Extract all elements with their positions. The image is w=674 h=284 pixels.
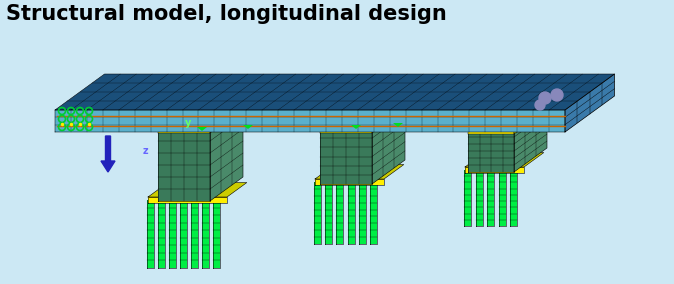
Circle shape <box>551 89 563 101</box>
Polygon shape <box>351 125 361 129</box>
Polygon shape <box>55 110 565 132</box>
Polygon shape <box>320 129 372 133</box>
Polygon shape <box>210 105 243 201</box>
Polygon shape <box>158 105 243 129</box>
FancyArrow shape <box>101 136 115 172</box>
Polygon shape <box>468 130 514 172</box>
Polygon shape <box>468 106 547 130</box>
Polygon shape <box>169 200 176 268</box>
Polygon shape <box>197 127 207 131</box>
Polygon shape <box>148 183 247 197</box>
Polygon shape <box>465 167 524 173</box>
Polygon shape <box>315 179 384 185</box>
Polygon shape <box>320 105 405 129</box>
Polygon shape <box>336 182 343 244</box>
Polygon shape <box>243 125 253 129</box>
Polygon shape <box>315 165 404 179</box>
Polygon shape <box>468 106 547 130</box>
Text: z: z <box>143 146 149 156</box>
Polygon shape <box>213 200 220 268</box>
Polygon shape <box>325 182 332 244</box>
Circle shape <box>535 100 545 110</box>
Polygon shape <box>393 123 403 127</box>
Polygon shape <box>147 200 154 268</box>
Polygon shape <box>510 170 517 226</box>
Polygon shape <box>320 129 372 184</box>
Polygon shape <box>158 105 243 129</box>
Polygon shape <box>148 197 227 203</box>
Polygon shape <box>465 153 544 167</box>
Text: Structural model, longitudinal design: Structural model, longitudinal design <box>6 4 447 24</box>
Polygon shape <box>314 182 321 244</box>
Polygon shape <box>514 106 547 172</box>
Polygon shape <box>180 200 187 268</box>
Polygon shape <box>348 182 355 244</box>
Polygon shape <box>514 106 547 134</box>
Polygon shape <box>372 105 405 133</box>
Polygon shape <box>158 129 210 133</box>
Circle shape <box>539 92 551 104</box>
Polygon shape <box>487 170 494 226</box>
Polygon shape <box>320 105 405 129</box>
Polygon shape <box>499 170 506 226</box>
Polygon shape <box>191 200 198 268</box>
Text: y: y <box>185 118 191 128</box>
Polygon shape <box>372 105 405 184</box>
Polygon shape <box>476 170 483 226</box>
Polygon shape <box>370 182 377 244</box>
Polygon shape <box>464 170 471 226</box>
Polygon shape <box>565 74 615 132</box>
Polygon shape <box>202 200 209 268</box>
Polygon shape <box>158 129 210 201</box>
Polygon shape <box>158 200 165 268</box>
Polygon shape <box>210 105 243 133</box>
Polygon shape <box>468 130 514 134</box>
Polygon shape <box>359 182 366 244</box>
Polygon shape <box>55 74 615 110</box>
